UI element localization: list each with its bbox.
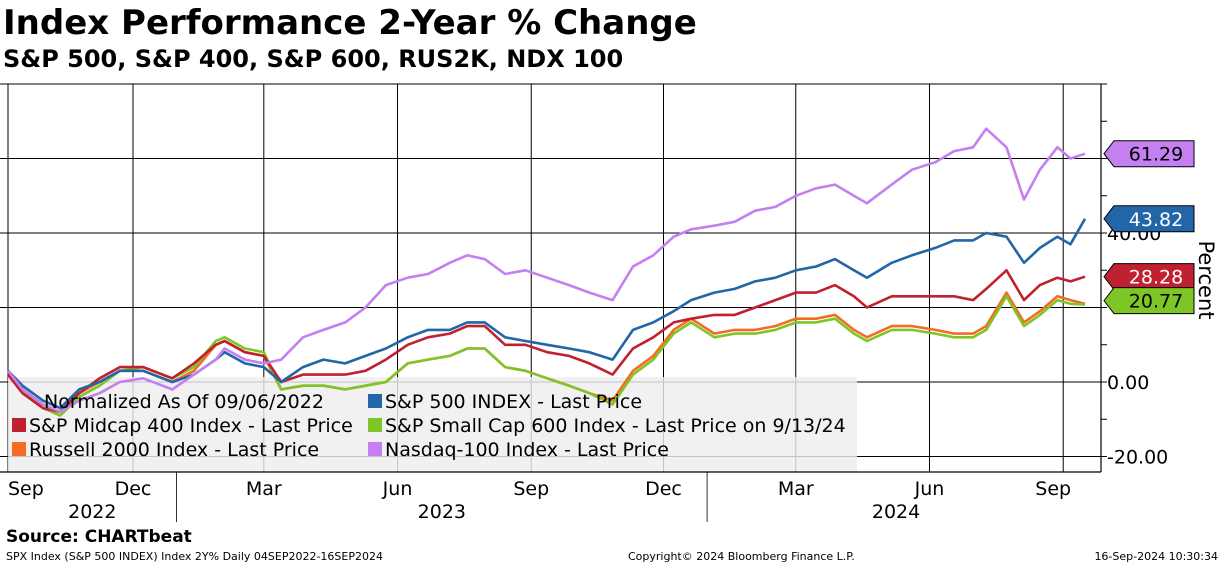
- x-tick-label: Jun: [914, 478, 945, 500]
- legend-swatch: [12, 418, 26, 432]
- last-value-label: 28.28: [1129, 267, 1183, 289]
- series-line: [6, 294, 1086, 417]
- legend-swatch: [368, 442, 382, 456]
- x-tick-label: Jun: [382, 478, 413, 500]
- last-value-label: 43.82: [1129, 209, 1183, 231]
- x-tick-label: Sep: [1035, 478, 1071, 500]
- legend-entry: Nasdaq-100 Index - Last Price: [385, 439, 669, 461]
- last-value-tag: [1103, 205, 1195, 233]
- legend-entry: S&P Small Cap 600 Index - Last Price on …: [385, 415, 846, 437]
- footer-series-info: SPX Index (S&P 500 INDEX) Index 2Y% Dail…: [6, 550, 383, 563]
- last-value-tag: [1103, 263, 1195, 291]
- x-year-label: 2024: [872, 501, 920, 523]
- legend-title: Normalized As Of 09/06/2022: [44, 391, 324, 413]
- x-tick-label: Mar: [778, 478, 814, 500]
- last-value-label: 61.29: [1129, 144, 1183, 166]
- series-line: [6, 127, 1086, 414]
- x-year-label: 2022: [68, 501, 116, 523]
- x-tick-label: Sep: [513, 478, 549, 500]
- legend-box: [8, 377, 857, 472]
- legend-entry: S&P Midcap 400 Index - Last Price: [29, 415, 353, 437]
- footer-timestamp: 16-Sep-2024 10:30:34: [1094, 550, 1218, 563]
- y-tick-label: 0.00: [1107, 372, 1149, 394]
- legend-swatch: [368, 394, 382, 408]
- x-tick-label: Sep: [8, 478, 44, 500]
- x-tick-label: Dec: [115, 478, 152, 500]
- footer-copyright: Copyright© 2024 Bloomberg Finance L.P.: [628, 550, 855, 563]
- y-tick-label: -20.00: [1107, 447, 1168, 469]
- series-layer: [6, 127, 1087, 417]
- series-line: [6, 268, 1086, 414]
- x-tick-label: Dec: [645, 478, 682, 500]
- legend-swatch: [12, 442, 26, 456]
- x-tick-label: Mar: [246, 478, 282, 500]
- chart-title: Index Performance 2-Year % Change: [3, 3, 697, 43]
- y-axis-label: Percent: [1194, 240, 1218, 319]
- legend-swatch: [368, 418, 382, 432]
- last-value-tag: [1103, 140, 1195, 168]
- x-year-label: 2023: [418, 501, 466, 523]
- legend-entry: S&P 500 INDEX - Last Price: [385, 391, 642, 413]
- axes: Sep Dec Mar Jun Sep Dec Mar Jun Sep 2022 2023 2024 -…: [0, 83, 1218, 523]
- legend: Normalized As Of 09/06/2022 S&P 500 INDEX…: [12, 391, 846, 461]
- chart-subtitle: S&P 500, S&P 400, S&P 600, RUS2K, NDX 10…: [3, 45, 624, 73]
- last-value-label: 20.77: [1129, 291, 1183, 313]
- legend-entry: Russell 2000 Index - Last Price: [29, 439, 319, 461]
- last-value-tag: [1103, 287, 1195, 315]
- source-note: Source: CHARTbeat: [6, 527, 192, 547]
